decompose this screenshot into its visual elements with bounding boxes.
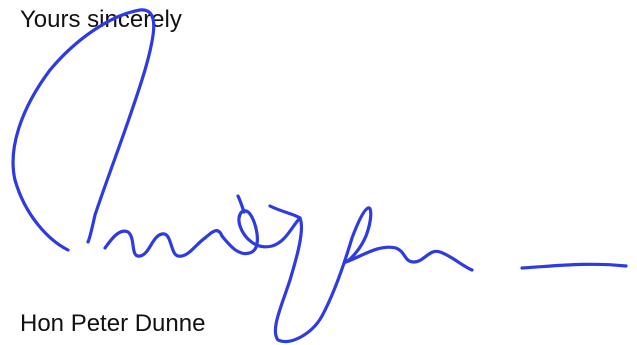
signatory-name: Hon Peter Dunne	[20, 310, 206, 337]
signature-stroke-underloop	[273, 206, 373, 344]
signature-stroke-middle-loop	[220, 204, 302, 256]
signature-stroke-trailing-flourish	[344, 245, 474, 272]
signature-stroke-body-wave	[103, 229, 224, 258]
signature-stroke-dash	[520, 262, 628, 270]
signature-stroke-i-dot	[236, 194, 246, 214]
closing-salutation: Yours sincerely	[20, 6, 182, 33]
signature-stroke-initial-loop	[11, 8, 156, 252]
